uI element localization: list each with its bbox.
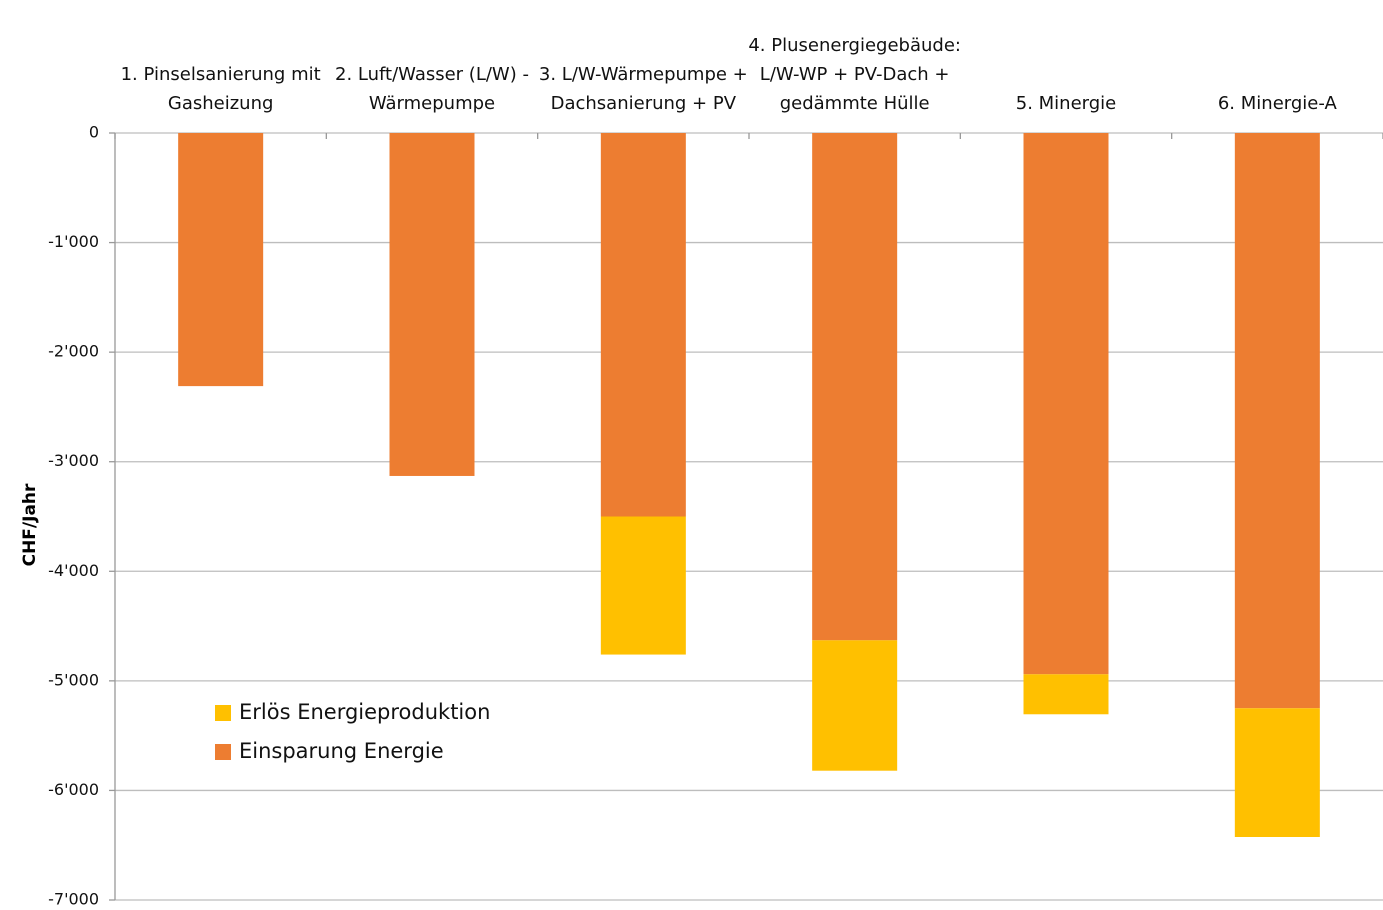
bar-segment [389, 133, 475, 476]
bar-segment [812, 640, 898, 771]
category-label: 3. L/W-Wärmepumpe + Dachsanierung + PV [538, 64, 748, 114]
bar-segment [600, 516, 686, 655]
y-axis-label: CHF/Jahr [20, 483, 40, 566]
category-label: 5. Minergie [1015, 93, 1117, 114]
legend-label: Erlös Energieproduktion [239, 700, 490, 724]
bar-segment [1234, 708, 1320, 837]
bar-segment [178, 133, 264, 387]
legend-label: Einsparung Energie [239, 739, 444, 763]
y-tick-label: -5'000 [48, 670, 99, 689]
bar-segment [1023, 133, 1109, 675]
bar-segment [1023, 674, 1109, 715]
y-tick-label: -3'000 [48, 451, 99, 470]
category-label: 4. Plusenergiegebäude: L/W-WP + PV-Dach … [748, 35, 961, 114]
y-tick-label: 0 [89, 123, 99, 142]
category-label: 2. Luft/Wasser (L/W) - Wärmepumpe [335, 64, 529, 114]
category-label: 6. Minergie-A [1217, 93, 1337, 114]
y-tick-label: -7'000 [48, 890, 99, 909]
y-tick-label: -1'000 [48, 232, 99, 251]
category-label: 1. Pinselsanierung mit Gasheizung [120, 64, 321, 114]
y-tick-label: -6'000 [48, 780, 99, 799]
y-tick-label: -4'000 [48, 561, 99, 580]
legend-swatch [215, 705, 231, 721]
bar-segment [600, 133, 686, 517]
y-tick-label: -2'000 [48, 342, 99, 361]
legend-swatch [215, 744, 231, 760]
bar-segment [1234, 133, 1320, 709]
bar-segment [812, 133, 898, 641]
